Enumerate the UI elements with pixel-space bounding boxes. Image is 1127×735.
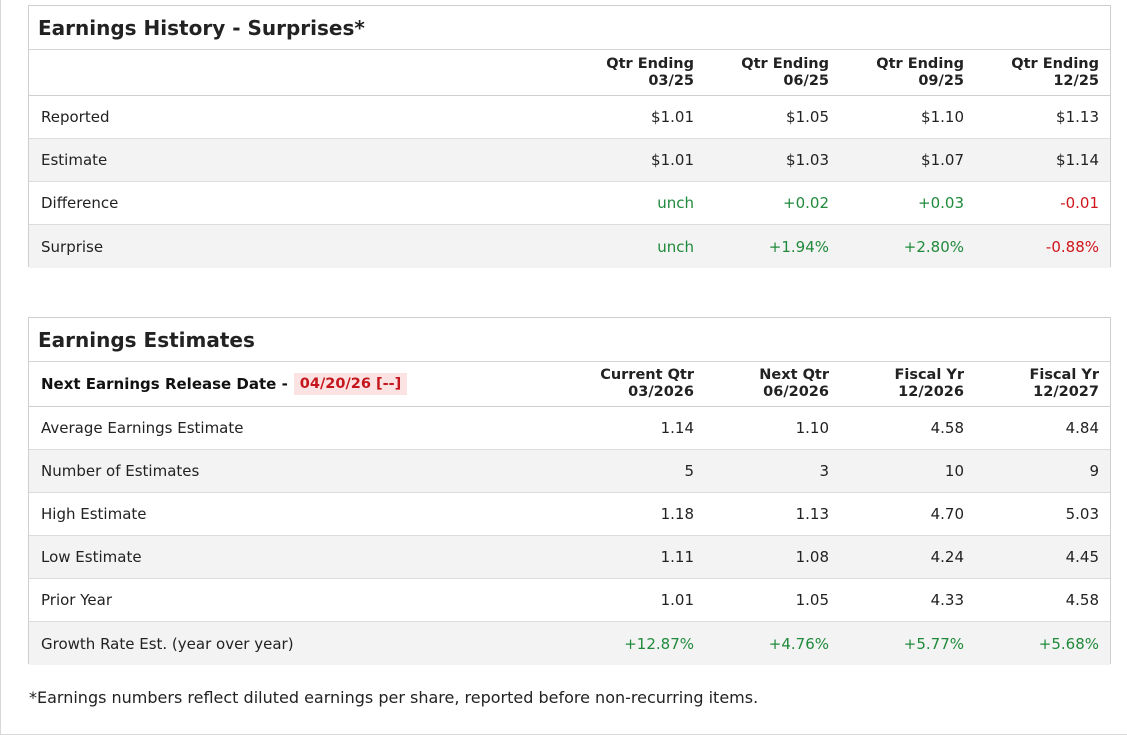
column-header-line2: 06/2026 — [763, 384, 829, 400]
table-cell: 1.08 — [795, 548, 829, 566]
next-release-date: 04/20/26 [--] — [293, 373, 408, 395]
column-header-line2: 12/2026 — [898, 384, 964, 400]
table-cell: +4.76% — [768, 634, 829, 653]
column-header-line2: 09/25 — [918, 72, 964, 89]
table-cell: 1.10 — [795, 419, 829, 437]
footnote: *Earnings numbers reflect diluted earnin… — [29, 688, 759, 707]
row-label: Prior Year — [41, 591, 112, 609]
row-label: Estimate — [41, 151, 108, 169]
table-cell: 1.11 — [660, 548, 694, 566]
table-cell: 1.13 — [795, 505, 829, 523]
table-cell: $1.01 — [651, 108, 694, 126]
column-header-line1: Fiscal Yr — [894, 367, 964, 383]
earnings-history-panel: Earnings History - Surprises* Qtr Ending… — [28, 5, 1111, 268]
table-cell: $1.03 — [786, 151, 829, 169]
table-cell: 1.14 — [660, 419, 694, 437]
row-label: Reported — [41, 108, 110, 126]
table-cell: +2.80% — [903, 237, 964, 256]
table-row-estimate: Estimate $1.01 $1.03 $1.07 $1.14 — [29, 139, 1110, 182]
table-cell: +1.94% — [768, 237, 829, 256]
table-cell: $1.14 — [1056, 151, 1099, 169]
table-cell: $1.10 — [921, 108, 964, 126]
table-cell: 4.70 — [930, 505, 964, 523]
table-cell: 1.01 — [660, 591, 694, 609]
table-row-prior-year: Prior Year 1.01 1.05 4.33 4.58 — [29, 579, 1110, 622]
table-cell: +0.02 — [783, 194, 829, 212]
column-header-line1: Next Qtr — [759, 367, 829, 383]
table-cell: 4.58 — [930, 419, 964, 437]
table-cell: 4.33 — [930, 591, 964, 609]
earnings-history-header-row: Qtr Ending 03/25 Qtr Ending 06/25 Qtr En… — [29, 50, 1110, 96]
table-row-surprise: Surprise unch +1.94% +2.80% -0.88% — [29, 225, 1110, 268]
column-header-line2: 03/25 — [648, 72, 694, 89]
table-cell: 1.18 — [660, 505, 694, 523]
row-label: Number of Estimates — [41, 462, 200, 480]
table-cell: 3 — [819, 462, 829, 480]
column-header-line1: Qtr Ending — [741, 55, 829, 72]
table-cell: unch — [657, 194, 694, 212]
table-row-low-estimate: Low Estimate 1.11 1.08 4.24 4.45 — [29, 536, 1110, 579]
column-header-line2: 12/2027 — [1033, 384, 1099, 400]
row-label: Growth Rate Est. (year over year) — [41, 634, 294, 653]
row-label: Surprise — [41, 237, 104, 256]
table-cell: $1.05 — [786, 108, 829, 126]
column-header-line2: 06/25 — [783, 72, 829, 89]
table-cell: +12.87% — [624, 634, 694, 653]
column-header-line1: Qtr Ending — [876, 55, 964, 72]
column-header: Next Qtr 06/2026 — [694, 362, 829, 406]
next-release-info: Next Earnings Release Date - 04/20/26 [-… — [29, 362, 569, 406]
column-header: Fiscal Yr 12/2026 — [829, 362, 964, 406]
table-cell: +5.68% — [1038, 634, 1099, 653]
table-cell: 5.03 — [1065, 505, 1099, 523]
table-row-growth-rate: Growth Rate Est. (year over year) +12.87… — [29, 622, 1110, 665]
column-header: Qtr Ending 09/25 — [829, 50, 964, 95]
table-row-average-estimate: Average Earnings Estimate 1.14 1.10 4.58… — [29, 407, 1110, 450]
row-label: Low Estimate — [41, 548, 142, 566]
column-header: Fiscal Yr 12/2027 — [964, 362, 1099, 406]
column-header-line1: Fiscal Yr — [1029, 367, 1099, 383]
table-cell: 4.58 — [1065, 591, 1099, 609]
column-header-line1: Qtr Ending — [606, 55, 694, 72]
table-row-difference: Difference unch +0.02 +0.03 -0.01 — [29, 182, 1110, 225]
earnings-history-title: Earnings History - Surprises* — [29, 6, 1110, 50]
earnings-estimates-panel: Earnings Estimates Next Earnings Release… — [28, 317, 1111, 665]
column-header-line1: Qtr Ending — [1011, 55, 1099, 72]
table-cell: 9 — [1089, 462, 1099, 480]
table-cell: 4.84 — [1065, 419, 1099, 437]
table-cell: $1.07 — [921, 151, 964, 169]
next-release-label: Next Earnings Release Date - — [41, 375, 288, 393]
table-cell: +5.77% — [903, 634, 964, 653]
row-label: Average Earnings Estimate — [41, 419, 244, 437]
table-cell: 4.45 — [1065, 548, 1099, 566]
table-row-reported: Reported $1.01 $1.05 $1.10 $1.13 — [29, 96, 1110, 139]
table-cell: +0.03 — [918, 194, 964, 212]
column-header-line2: 03/2026 — [628, 384, 694, 400]
table-cell: 4.24 — [930, 548, 964, 566]
row-label: Difference — [41, 194, 119, 212]
table-cell: $1.01 — [651, 151, 694, 169]
table-cell: -0.88% — [1045, 237, 1099, 256]
row-label: High Estimate — [41, 505, 147, 523]
header-label-cell — [29, 50, 569, 95]
column-header: Qtr Ending 03/25 — [569, 50, 694, 95]
table-row-high-estimate: High Estimate 1.18 1.13 4.70 5.03 — [29, 493, 1110, 536]
table-cell: unch — [657, 237, 694, 256]
table-cell: -0.01 — [1060, 194, 1099, 212]
earnings-estimates-header-row: Next Earnings Release Date - 04/20/26 [-… — [29, 362, 1110, 407]
column-header: Qtr Ending 12/25 — [964, 50, 1099, 95]
table-cell: $1.13 — [1056, 108, 1099, 126]
table-cell: 1.05 — [795, 591, 829, 609]
column-header-line2: 12/25 — [1053, 72, 1099, 89]
table-cell: 5 — [684, 462, 694, 480]
earnings-estimates-title: Earnings Estimates — [29, 318, 1110, 362]
table-cell: 10 — [944, 462, 964, 480]
column-header-line1: Current Qtr — [600, 367, 694, 383]
column-header: Current Qtr 03/2026 — [569, 362, 694, 406]
column-header: Qtr Ending 06/25 — [694, 50, 829, 95]
table-row-number-of-estimates: Number of Estimates 5 3 10 9 — [29, 450, 1110, 493]
